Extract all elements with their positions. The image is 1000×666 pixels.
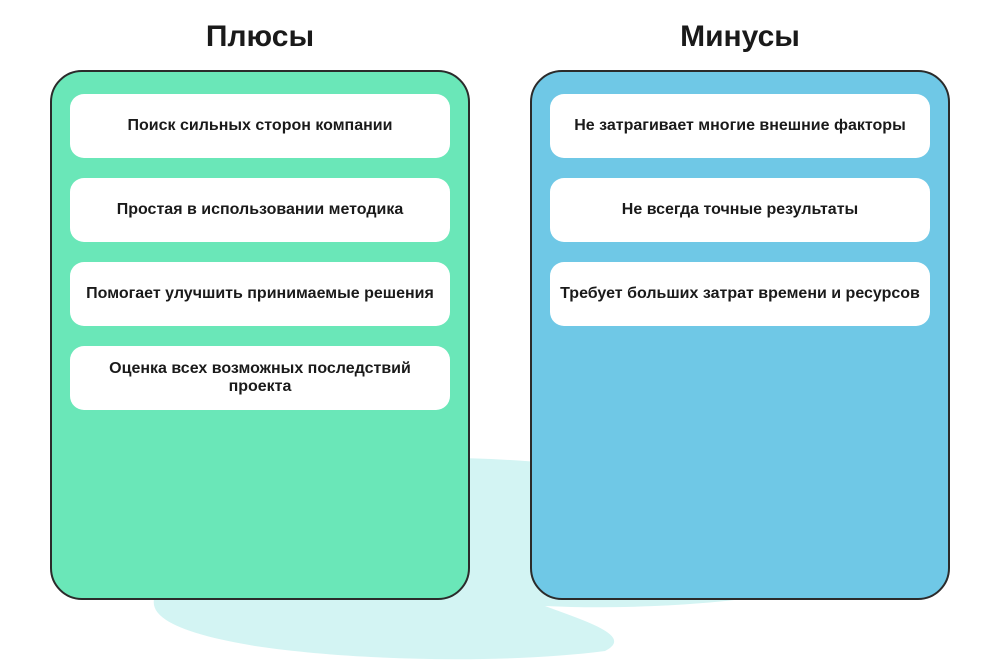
minus-item: Не всегда точные результаты — [550, 178, 930, 242]
minuses-title: Минусы — [680, 20, 800, 54]
minus-item: Не затрагивает многие внешние факторы — [550, 94, 930, 158]
minuses-column: Минусы Не затрагивает многие внешние фак… — [530, 20, 950, 600]
minuses-panel: Не затрагивает многие внешние факторы Не… — [530, 70, 950, 600]
minus-item: Требует больших затрат времени и ресурсо… — [550, 262, 930, 326]
plus-item: Поиск сильных сторон компании — [70, 94, 450, 158]
plus-item: Помогает улучшить принимаемые решения — [70, 262, 450, 326]
plus-item: Оценка всех возможных последствий проект… — [70, 346, 450, 410]
plus-item: Простая в использовании методика — [70, 178, 450, 242]
pluses-title: Плюсы — [206, 20, 314, 54]
pluses-panel: Поиск сильных сторон компании Простая в … — [50, 70, 470, 600]
pluses-column: Плюсы Поиск сильных сторон компании Прос… — [50, 20, 470, 600]
comparison-container: Плюсы Поиск сильных сторон компании Прос… — [0, 0, 1000, 600]
